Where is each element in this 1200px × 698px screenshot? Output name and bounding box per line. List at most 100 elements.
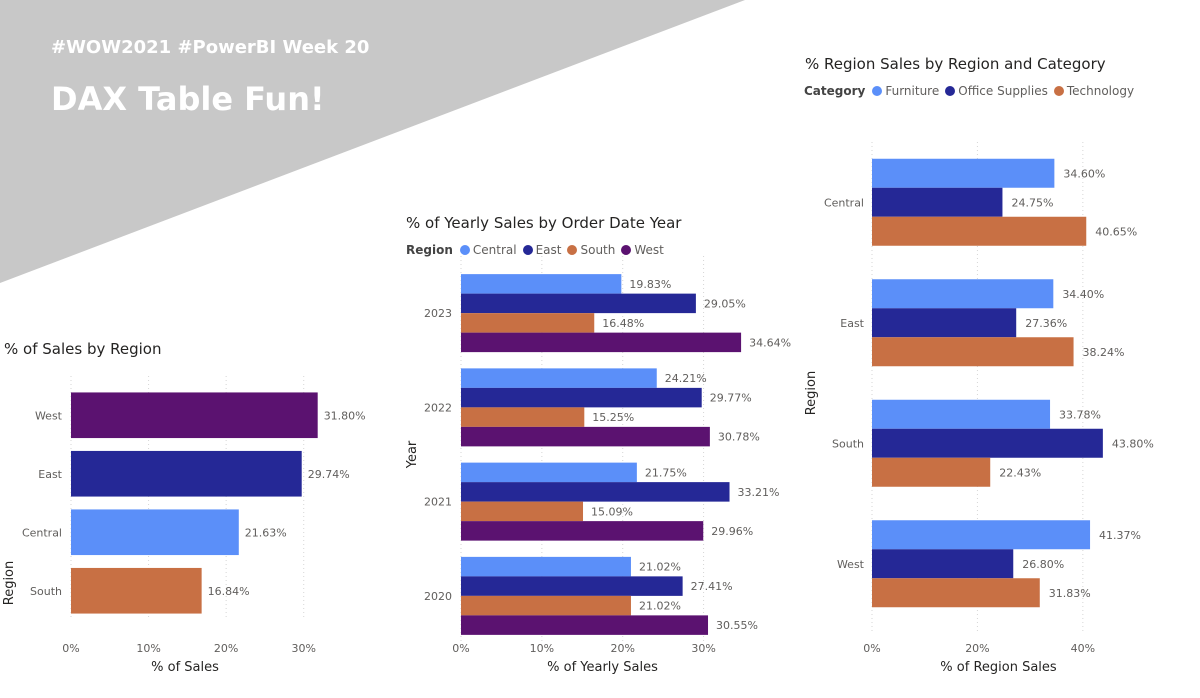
x-tick-label: 20% bbox=[965, 642, 989, 655]
category-label: South bbox=[832, 437, 864, 450]
x-tick-label: 0% bbox=[452, 642, 469, 655]
x-tick-label: 0% bbox=[62, 642, 79, 655]
category-label: 2021 bbox=[424, 496, 452, 509]
bar bbox=[461, 387, 702, 408]
bar bbox=[872, 187, 1003, 217]
legend-label: South bbox=[580, 243, 616, 257]
data-label: 31.83% bbox=[1049, 587, 1091, 600]
bar bbox=[872, 158, 1055, 188]
category-label: 2022 bbox=[424, 401, 452, 414]
legend-item[interactable]: Furniture bbox=[872, 84, 939, 98]
data-label: 16.84% bbox=[208, 585, 250, 598]
y-axis-title: Region bbox=[2, 561, 17, 606]
legend-marker-icon bbox=[872, 86, 883, 96]
data-label: 15.25% bbox=[592, 411, 634, 424]
x-tick-label: 0% bbox=[863, 642, 880, 655]
data-label: 31.80% bbox=[324, 409, 366, 422]
category-label: 2023 bbox=[424, 307, 452, 320]
bar bbox=[872, 337, 1074, 367]
data-label: 21.02% bbox=[639, 561, 681, 574]
category-label: South bbox=[30, 585, 62, 598]
data-label: 30.55% bbox=[716, 619, 758, 632]
category-label: Central bbox=[824, 196, 864, 209]
data-label: 40.65% bbox=[1095, 225, 1137, 238]
data-label: 15.09% bbox=[591, 505, 633, 518]
data-label: 21.75% bbox=[645, 466, 687, 479]
category-label: West bbox=[35, 409, 63, 422]
legend-region-category: Category Furniture Office Supplies Technolo… bbox=[804, 84, 1140, 98]
bar bbox=[461, 368, 657, 388]
x-tick-label: 40% bbox=[1071, 642, 1095, 655]
x-tick-label: 10% bbox=[530, 642, 554, 655]
legend-marker-icon bbox=[522, 245, 533, 255]
bar bbox=[461, 462, 637, 483]
data-label: 26.80% bbox=[1022, 558, 1064, 571]
legend-marker-icon bbox=[945, 86, 956, 96]
data-label: 30.78% bbox=[718, 431, 760, 444]
bar bbox=[872, 308, 1017, 338]
legend-label: Technology bbox=[1066, 84, 1135, 98]
legend-item[interactable]: Technology bbox=[1053, 84, 1135, 98]
data-label: 29.96% bbox=[711, 525, 753, 538]
data-label: 33.21% bbox=[738, 486, 780, 499]
data-label: 34.40% bbox=[1062, 288, 1104, 301]
legend-label: Central bbox=[472, 243, 517, 257]
legend-item[interactable]: East bbox=[522, 243, 562, 257]
category-label: West bbox=[837, 558, 865, 571]
y-axis-title: Region bbox=[804, 371, 819, 416]
legend-title: Category bbox=[804, 84, 866, 98]
report-title: DAX Table Fun! bbox=[51, 80, 325, 118]
bar bbox=[872, 549, 1014, 579]
bar bbox=[461, 313, 595, 333]
category-label: Central bbox=[22, 526, 62, 539]
x-tick-label: 20% bbox=[610, 642, 634, 655]
legend-label: Office Supplies bbox=[958, 84, 1048, 98]
y-axis-title: Year bbox=[405, 440, 420, 469]
bar bbox=[461, 293, 696, 314]
legend-item[interactable]: Office Supplies bbox=[945, 84, 1048, 98]
bar bbox=[872, 578, 1040, 608]
bar bbox=[872, 279, 1054, 309]
bar bbox=[71, 450, 302, 497]
legend-label: West bbox=[634, 243, 664, 257]
legend-label: East bbox=[535, 243, 562, 257]
bar bbox=[461, 501, 584, 522]
legend-yearly-sales: Region Central East South West bbox=[406, 243, 670, 257]
category-label: East bbox=[38, 468, 62, 481]
data-label: 34.60% bbox=[1063, 167, 1105, 180]
bar bbox=[71, 509, 239, 556]
x-tick-label: 30% bbox=[292, 642, 316, 655]
bar bbox=[461, 426, 710, 447]
legend-marker-icon bbox=[459, 245, 470, 255]
chart-title-region-category: % Region Sales by Region and Category bbox=[805, 55, 1106, 73]
data-label: 34.64% bbox=[749, 336, 791, 349]
bar bbox=[461, 576, 683, 596]
data-label: 41.37% bbox=[1099, 529, 1141, 542]
data-label: 24.75% bbox=[1011, 196, 1053, 209]
legend-item[interactable]: West bbox=[621, 243, 664, 257]
data-label: 16.48% bbox=[602, 317, 644, 330]
legend-label: Furniture bbox=[885, 84, 940, 98]
data-label: 29.77% bbox=[710, 392, 752, 405]
x-tick-label: 30% bbox=[691, 642, 715, 655]
data-label: 22.43% bbox=[999, 466, 1041, 479]
chart-title-yearly-sales: % of Yearly Sales by Order Date Year bbox=[406, 214, 682, 232]
x-axis-title: % of Sales bbox=[151, 660, 219, 675]
x-axis-title: % of Yearly Sales bbox=[547, 660, 658, 675]
data-label: 21.02% bbox=[639, 600, 681, 613]
data-label: 29.74% bbox=[308, 468, 350, 481]
data-label: 29.05% bbox=[704, 297, 746, 310]
legend-item[interactable]: South bbox=[567, 243, 615, 257]
data-label: 33.78% bbox=[1059, 408, 1101, 421]
legend-marker-icon bbox=[567, 245, 578, 255]
bar bbox=[872, 399, 1051, 429]
bar bbox=[461, 556, 631, 577]
bar bbox=[461, 595, 631, 616]
legend-item[interactable]: Central bbox=[459, 243, 517, 257]
x-tick-label: 10% bbox=[136, 642, 160, 655]
data-label: 19.83% bbox=[629, 278, 671, 291]
bar bbox=[461, 332, 742, 353]
